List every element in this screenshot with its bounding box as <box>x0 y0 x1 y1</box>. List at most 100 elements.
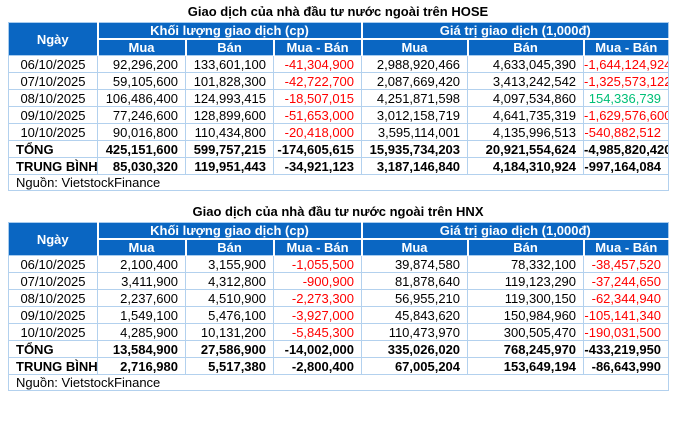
net-value-cell: -190,031,500 <box>583 323 670 341</box>
sell-volume-cell: 133,601,100 <box>185 55 274 73</box>
hnx-table-body: 06/10/2025 2,100,400 3,155,900 -1,055,500 39… <box>7 255 670 391</box>
date-cell: 08/10/2025 <box>8 289 98 307</box>
sell-volume-cell: 110,434,800 <box>185 123 274 141</box>
sell-value-cell: 3,413,242,542 <box>467 72 585 90</box>
buy-value-cell: 3,012,158,719 <box>361 106 469 124</box>
source-text: Nguồn: VietstockFinance <box>7 374 670 391</box>
summary-value: 425,151,600 <box>97 140 186 158</box>
sell-value-cell: 4,135,996,513 <box>467 123 585 141</box>
sell-volume-cell: 5,476,100 <box>185 306 274 324</box>
buy-value-cell: 2,087,669,420 <box>361 72 469 90</box>
source-row: Nguồn: VietstockFinance <box>7 174 670 191</box>
average-row: TRUNG BÌNH 85,030,320 119,951,443 -34,921,1… <box>8 157 670 175</box>
sell-volume-cell: 124,993,415 <box>185 89 274 107</box>
hose-table-body: 06/10/2025 92,296,200 133,601,100 -41,304,9… <box>7 55 670 191</box>
page: Giao dịch của nhà đầu tư nước ngoài trên… <box>0 4 676 391</box>
buy-volume-cell: 90,016,800 <box>97 123 186 141</box>
table-row: 06/10/2025 92,296,200 133,601,100 -41,304,9… <box>8 55 670 73</box>
summary-value: 67,005,204 <box>361 357 469 375</box>
net-volume-cell: -900,900 <box>272 272 363 290</box>
date-cell: 07/10/2025 <box>8 72 98 90</box>
column-header-buy-value: Mua <box>360 238 469 256</box>
summary-value: 599,757,215 <box>185 140 274 158</box>
date-cell: 06/10/2025 <box>8 55 98 73</box>
hose-table-header: Ngày Khối lượng giao dịch (cp) Giá trị g… <box>8 22 670 56</box>
buy-value-cell: 3,595,114,001 <box>361 123 469 141</box>
date-cell: 10/10/2025 <box>8 123 98 141</box>
sell-value-cell: 78,332,100 <box>467 255 585 273</box>
buy-value-cell: 2,988,920,466 <box>361 55 469 73</box>
summary-value: 153,649,194 <box>467 357 585 375</box>
buy-volume-cell: 3,411,900 <box>97 272 186 290</box>
hose-table-title: Giao dịch của nhà đầu tư nước ngoài trên… <box>187 4 489 19</box>
summary-label: TỔNG <box>8 340 98 358</box>
sell-volume-cell: 4,510,900 <box>185 289 274 307</box>
net-value-cell: -105,141,340 <box>583 306 670 324</box>
net-volume-cell: -20,418,000 <box>272 123 363 141</box>
column-group-value: Giá trị giao dịch (1,000đ) <box>360 222 670 240</box>
net-volume-cell: -2,273,300 <box>272 289 363 307</box>
table-row: 06/10/2025 2,100,400 3,155,900 -1,055,500 39… <box>8 255 670 273</box>
hose-section: Giao dịch của nhà đầu tư nước ngoài trên… <box>0 4 676 191</box>
buy-volume-cell: 92,296,200 <box>97 55 186 73</box>
sell-volume-cell: 3,155,900 <box>185 255 274 273</box>
buy-volume-cell: 2,237,600 <box>97 289 186 307</box>
summary-value: 2,716,980 <box>97 357 186 375</box>
sell-value-cell: 119,300,150 <box>467 289 585 307</box>
column-header-net-value: Mua - Bán <box>582 38 670 56</box>
hnx-table-title: Giao dịch của nhà đầu tư nước ngoài trên… <box>192 204 484 219</box>
date-cell: 06/10/2025 <box>8 255 98 273</box>
sell-value-cell: 150,984,960 <box>467 306 585 324</box>
net-value-cell: -1,629,576,600 <box>583 106 670 124</box>
date-cell: 10/10/2025 <box>8 323 98 341</box>
column-header-buy-volume: Mua <box>96 238 187 256</box>
net-value-cell: 154,336,739 <box>583 89 670 107</box>
column-header-sell-volume: Bán <box>184 238 275 256</box>
column-header-date: Ngày <box>8 22 99 56</box>
table-row: 10/10/2025 90,016,800 110,434,800 -20,418,0… <box>8 123 670 141</box>
column-group-volume: Khối lượng giao dịch (cp) <box>96 222 363 240</box>
summary-value: -86,643,990 <box>583 357 670 375</box>
table-row: 07/10/2025 59,105,600 101,828,300 -42,722,7… <box>8 72 670 90</box>
net-value-cell: -38,457,520 <box>583 255 670 273</box>
net-value-cell: -1,325,573,122 <box>583 72 670 90</box>
sell-volume-cell: 10,131,200 <box>185 323 274 341</box>
buy-value-cell: 110,473,970 <box>361 323 469 341</box>
table-row: 08/10/2025 106,486,400 124,993,415 -18,507,… <box>8 89 670 107</box>
table-row: 09/10/2025 77,246,600 128,899,600 -51,653,0… <box>8 106 670 124</box>
average-row: TRUNG BÌNH 2,716,980 5,517,380 -2,800,400 67… <box>8 357 670 375</box>
sell-value-cell: 4,641,735,319 <box>467 106 585 124</box>
buy-value-cell: 39,874,580 <box>361 255 469 273</box>
column-header-date: Ngày <box>8 222 99 256</box>
sell-volume-cell: 101,828,300 <box>185 72 274 90</box>
buy-volume-cell: 77,246,600 <box>97 106 186 124</box>
summary-value: -433,219,950 <box>583 340 670 358</box>
column-header-net-volume: Mua - Bán <box>272 238 363 256</box>
summary-value: 85,030,320 <box>97 157 186 175</box>
column-group-value: Giá trị giao dịch (1,000đ) <box>360 22 670 40</box>
column-header-buy-value: Mua <box>360 38 469 56</box>
column-group-volume: Khối lượng giao dịch (cp) <box>96 22 363 40</box>
summary-label: TRUNG BÌNH <box>8 357 98 375</box>
summary-value: 15,935,734,203 <box>361 140 469 158</box>
summary-value: 13,584,900 <box>97 340 186 358</box>
hose-table: Ngày Khối lượng giao dịch (cp) Giá trị g… <box>7 22 670 191</box>
summary-label: TRUNG BÌNH <box>8 157 98 175</box>
buy-value-cell: 4,251,871,598 <box>361 89 469 107</box>
date-cell: 09/10/2025 <box>8 106 98 124</box>
column-header-net-value: Mua - Bán <box>582 238 670 256</box>
buy-volume-cell: 2,100,400 <box>97 255 186 273</box>
buy-volume-cell: 59,105,600 <box>97 72 186 90</box>
sell-value-cell: 4,097,534,860 <box>467 89 585 107</box>
sell-value-cell: 4,633,045,390 <box>467 55 585 73</box>
source-text: Nguồn: VietstockFinance <box>7 174 670 191</box>
summary-value: 4,184,310,924 <box>467 157 585 175</box>
buy-value-cell: 56,955,210 <box>361 289 469 307</box>
table-row: 07/10/2025 3,411,900 4,312,800 -900,900 81,8… <box>8 272 670 290</box>
date-cell: 09/10/2025 <box>8 306 98 324</box>
summary-label: TỔNG <box>8 140 98 158</box>
total-row: TỔNG 425,151,600 599,757,215 -174,605,615 15… <box>8 140 670 158</box>
net-volume-cell: -41,304,900 <box>272 55 363 73</box>
net-value-cell: -62,344,940 <box>583 289 670 307</box>
sell-volume-cell: 128,899,600 <box>185 106 274 124</box>
